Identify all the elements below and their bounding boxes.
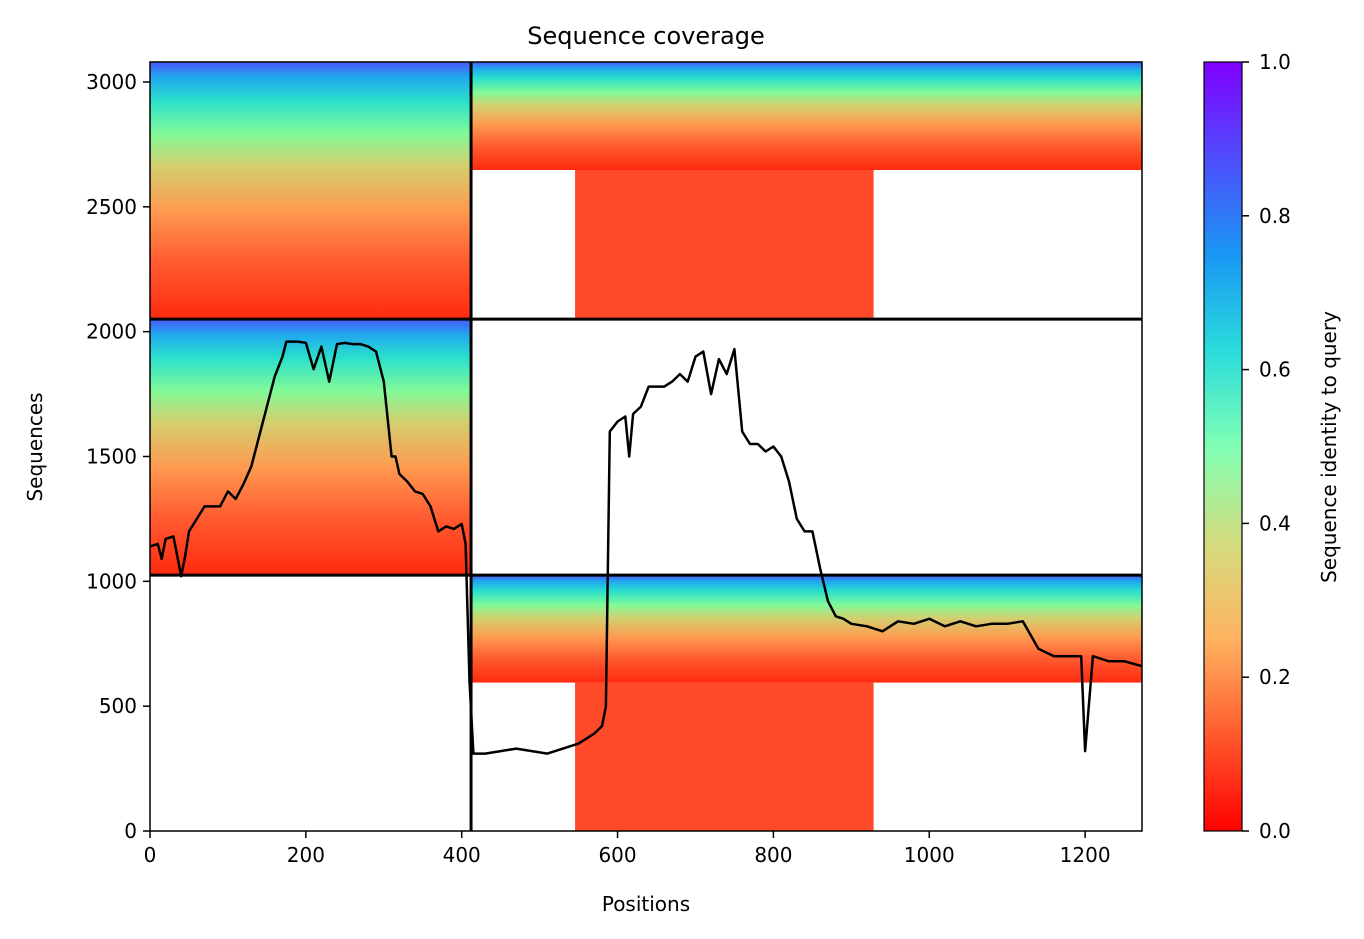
coverage-block-0 xyxy=(150,62,472,320)
y-tick-label-1500: 1500 xyxy=(86,444,137,468)
y-axis-label: Sequences xyxy=(23,392,47,501)
y-axis-ticks: 0 500 1000 1500 2000 2500 3000 xyxy=(86,70,150,843)
colorbar xyxy=(1203,61,1243,832)
colorbar-label: Sequence identity to query xyxy=(1317,311,1341,583)
x-tick-label-1000: 1000 xyxy=(904,843,955,867)
colorbar-tick-label-0: 0.0 xyxy=(1259,819,1291,843)
colorbar-tick-label-0.6: 0.6 xyxy=(1259,358,1291,382)
x-tick-label-1200: 1200 xyxy=(1060,843,1111,867)
y-tick-label-1000: 1000 xyxy=(86,569,137,593)
y-tick-label-0: 0 xyxy=(124,819,137,843)
chart-title: Sequence coverage xyxy=(527,22,764,50)
coverage-block-5 xyxy=(471,575,1142,831)
coverage-line xyxy=(150,340,1142,755)
x-axis-ticks: 0 200 400 600 800 1000 1200 xyxy=(144,831,1111,867)
plot-frame xyxy=(149,61,1143,832)
x-tick-label-800: 800 xyxy=(754,843,792,867)
x-tick-label-200: 200 xyxy=(287,843,325,867)
coverage-line-layer xyxy=(150,340,1142,755)
colorbar-tick-label-0.8: 0.8 xyxy=(1259,204,1291,228)
x-tick-label-400: 400 xyxy=(443,843,481,867)
y-tick-label-500: 500 xyxy=(99,694,137,718)
colorbar-tick-label-0.4: 0.4 xyxy=(1259,511,1291,535)
x-tick-label-0: 0 xyxy=(144,843,157,867)
coverage-blocks xyxy=(150,62,1142,831)
y-tick-label-2000: 2000 xyxy=(86,320,137,344)
colorbar-ticks: 0.0 0.2 0.4 0.6 0.8 1.0 xyxy=(1242,50,1291,843)
colorbar-tick-label-1: 1.0 xyxy=(1259,50,1291,74)
x-axis-label: Positions xyxy=(602,892,690,916)
y-tick-label-3000: 3000 xyxy=(86,70,137,94)
y-tick-label-2500: 2500 xyxy=(86,195,137,219)
colorbar-tick-label-0.2: 0.2 xyxy=(1259,665,1291,689)
coverage-block-1 xyxy=(471,62,1142,320)
x-tick-label-600: 600 xyxy=(598,843,636,867)
